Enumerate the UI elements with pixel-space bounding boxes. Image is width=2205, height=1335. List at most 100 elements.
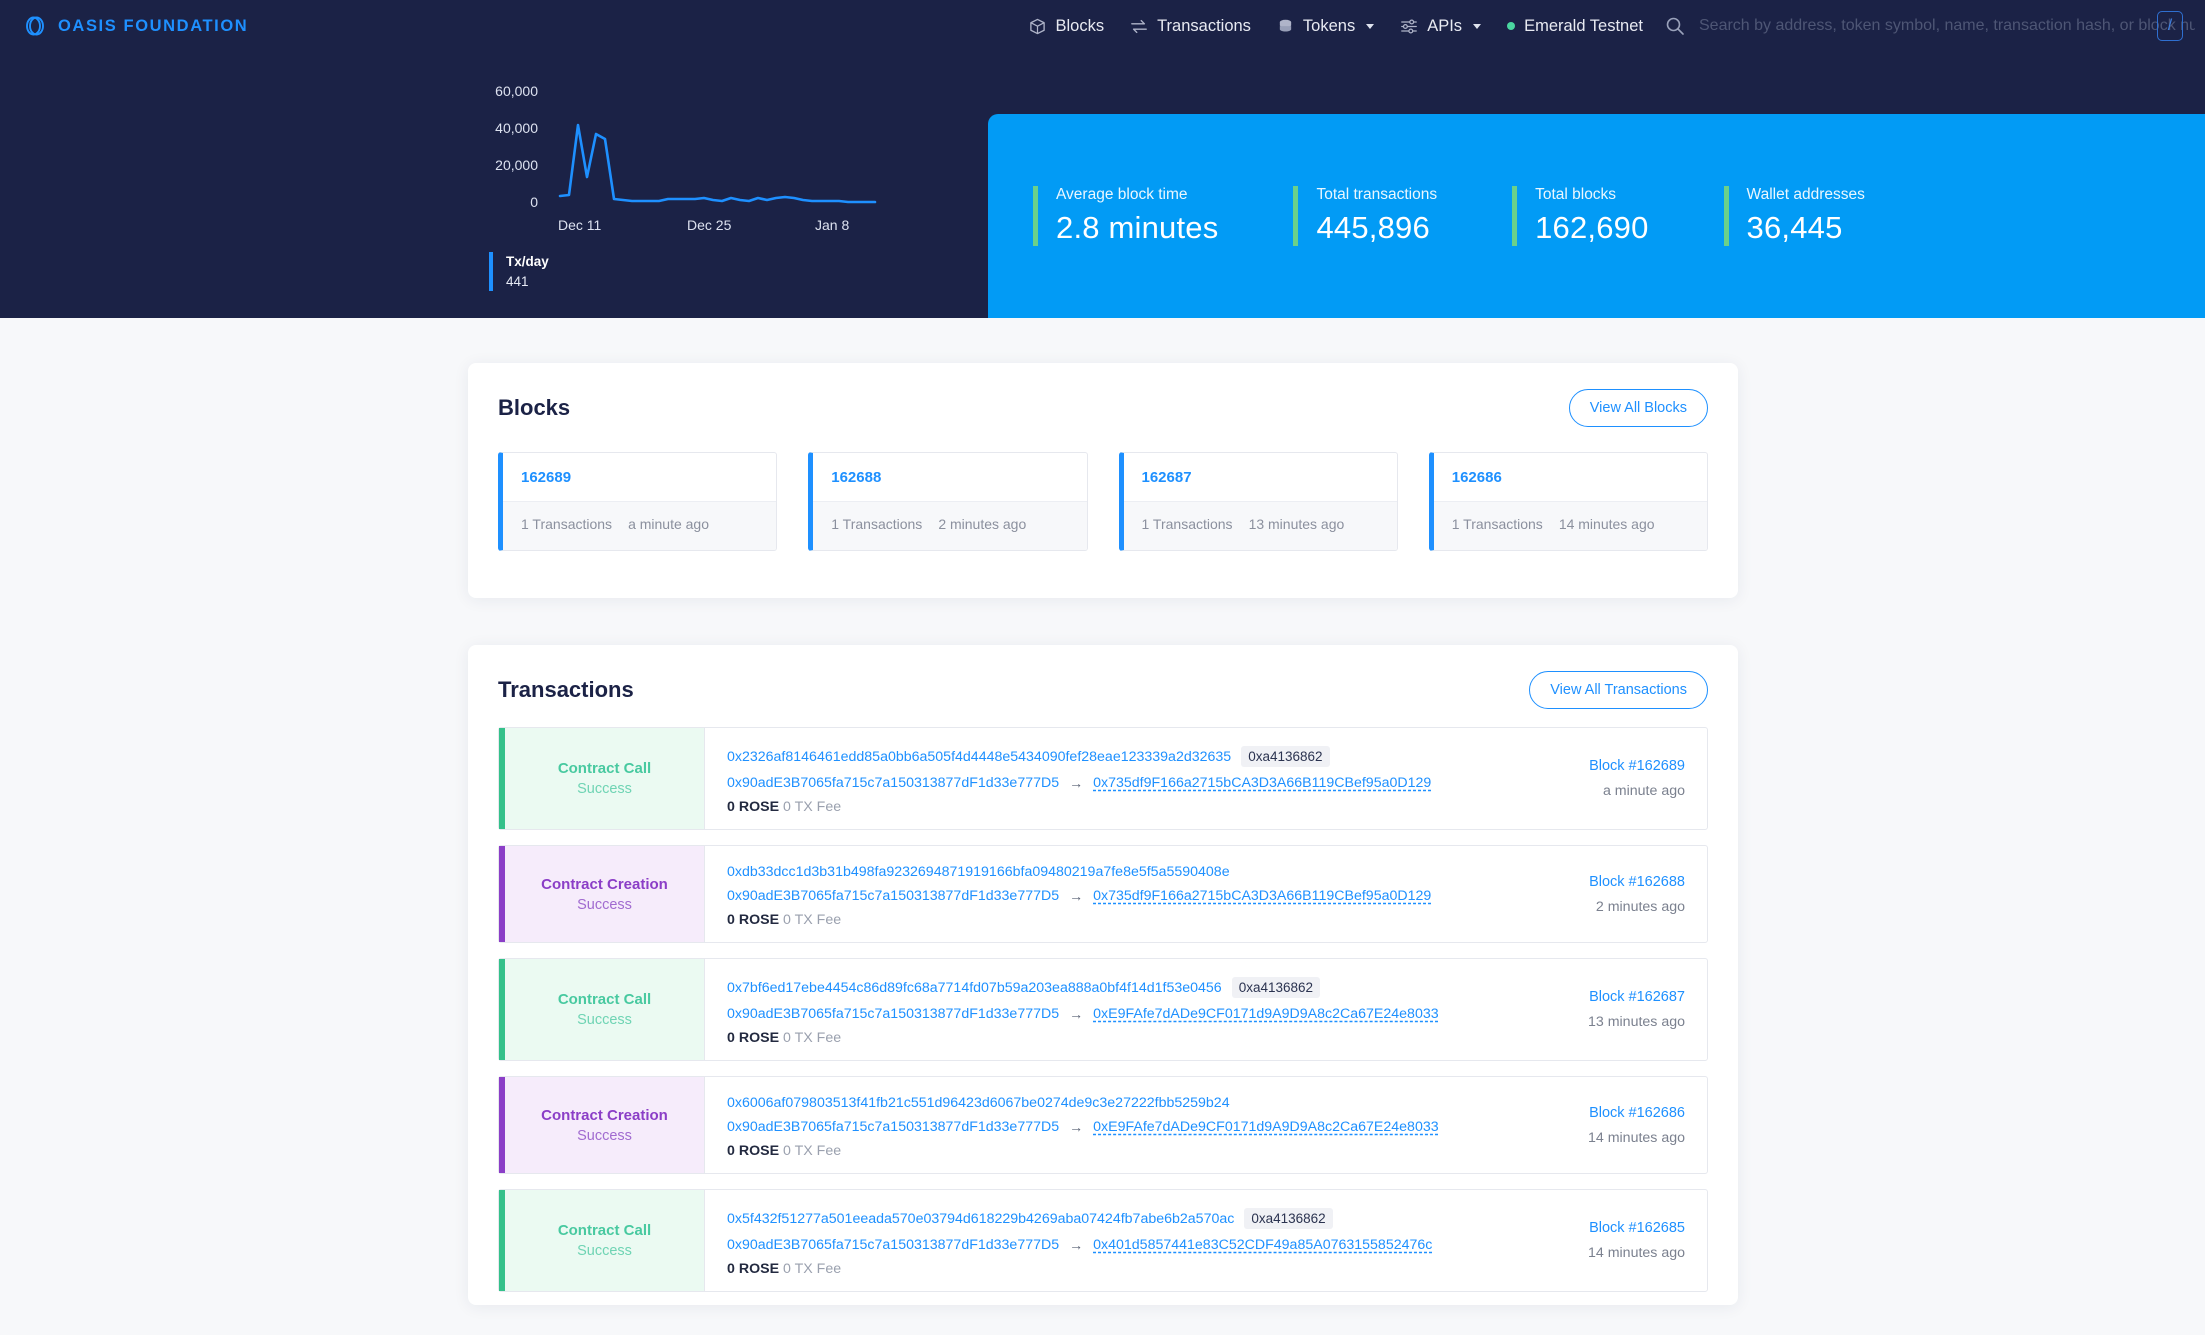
- stat-total-blocks: Total blocks 162,690: [1512, 186, 1648, 246]
- transaction-from-address[interactable]: 0x90adE3B7065fa715c7a150313877dF1d33e777…: [727, 1119, 1060, 1135]
- transaction-block-link[interactable]: Block #162687: [1589, 989, 1685, 1005]
- search-input[interactable]: [1699, 4, 2195, 48]
- transaction-method-chip: 0xa4136862: [1231, 977, 1321, 998]
- nav-item-apis[interactable]: APIs: [1400, 17, 1482, 36]
- stat-caption: Total blocks: [1535, 186, 1617, 203]
- transaction-details: 0x7bf6ed17ebe4454c86d89fc68a7714fd07b59a…: [705, 959, 1547, 1060]
- transaction-hash-link[interactable]: 0xdb33dcc1d3b31b498fa9232694871919166bfa…: [727, 864, 1230, 880]
- y-tick-40000: 40,000: [495, 120, 538, 136]
- arrow-right-icon: →: [1069, 1006, 1084, 1022]
- blocks-list: 162689 1 Transactions a minute ago 16268…: [468, 427, 1738, 551]
- transaction-from-address[interactable]: 0x90adE3B7065fa715c7a150313877dF1d33e777…: [727, 1237, 1060, 1253]
- transaction-amount: 0 ROSE: [727, 1030, 780, 1046]
- block-tx-count: 1 Transactions: [831, 516, 923, 532]
- transaction-age: 13 minutes ago: [1587, 1014, 1685, 1030]
- transaction-to-address[interactable]: 0x735df9F166a2715bCA3D3A66B119CBef95a0D1…: [1093, 888, 1432, 904]
- transaction-block-link[interactable]: Block #162688: [1589, 873, 1685, 890]
- transaction-type-label: Contract Creation: [541, 1106, 668, 1124]
- stat-value: 2.8 minutes: [1056, 210, 1219, 245]
- block-card-item[interactable]: 162688 1 Transactions 2 minutes ago: [808, 452, 1088, 551]
- block-card-item[interactable]: 162686 1 Transactions 14 minutes ago: [1428, 452, 1708, 551]
- transaction-to-address[interactable]: 0x735df9F166a2715bCA3D3A66B119CBef95a0D1…: [1093, 775, 1432, 791]
- x-tick-dec11: Dec 11: [558, 217, 602, 233]
- block-card-item[interactable]: 162687 1 Transactions 13 minutes ago: [1118, 452, 1398, 551]
- block-number-link[interactable]: 162689: [521, 469, 572, 486]
- network-label: Emerald Testnet: [1524, 16, 1643, 35]
- transaction-type-label: Contract Call: [557, 1222, 652, 1239]
- nav-item-transactions[interactable]: Transactions: [1130, 17, 1251, 36]
- transaction-type-label: Contract Call: [557, 760, 652, 777]
- x-tick-dec25: Dec 25: [687, 217, 732, 233]
- transaction-row[interactable]: Contract Creation Success 0xdb33dcc1d3b3…: [498, 845, 1708, 943]
- transaction-fee: 0 TX Fee: [783, 912, 842, 928]
- stat-caption: Total transactions: [1316, 186, 1438, 203]
- transaction-age: 14 minutes ago: [1587, 1245, 1685, 1261]
- tx-per-day-chart: 60,000 40,000 20,000 0 Dec 11 Dec 25 Jan…: [470, 72, 930, 292]
- network-status-dot: [1507, 22, 1516, 30]
- chart-legend-value: 441: [506, 273, 529, 289]
- transaction-block-link[interactable]: Block #162689: [1589, 758, 1685, 774]
- arrow-right-icon: →: [1069, 775, 1084, 791]
- search-shortcut-key: /: [2157, 11, 2183, 41]
- transaction-to-address[interactable]: 0xE9FAfe7dADe9CF0171d9A9D9A8c2Ca67E24e80…: [1093, 1006, 1439, 1022]
- transaction-from-address[interactable]: 0x90adE3B7065fa715c7a150313877dF1d33e777…: [727, 888, 1060, 904]
- transaction-row[interactable]: Contract Call Success 0x7bf6ed17ebe4454c…: [498, 958, 1708, 1061]
- transaction-age: 2 minutes ago: [1595, 898, 1685, 915]
- transaction-to-address[interactable]: 0xE9FAfe7dADe9CF0171d9A9D9A8c2Ca67E24e80…: [1093, 1119, 1439, 1135]
- block-card-item[interactable]: 162689 1 Transactions a minute ago: [498, 452, 778, 551]
- block-number-link[interactable]: 162687: [1141, 469, 1192, 486]
- transaction-address-line: 0x90adE3B7065fa715c7a150313877dF1d33e777…: [727, 1237, 1525, 1253]
- transactions-list: Contract Call Success 0x2326af8146461edd…: [468, 709, 1738, 1292]
- block-card-meta: 1 Transactions a minute ago: [503, 501, 777, 550]
- transaction-hash-link[interactable]: 0x6006af079803513f41fb21c551d96423d6067b…: [727, 1095, 1230, 1111]
- transaction-status-label: Success: [577, 1127, 632, 1144]
- chart-canvas: 60,000 40,000 20,000 0 Dec 11 Dec 25 Jan…: [495, 83, 877, 233]
- transaction-from-address[interactable]: 0x90adE3B7065fa715c7a150313877dF1d33e777…: [727, 775, 1060, 791]
- transaction-hash-line: 0xdb33dcc1d3b31b498fa9232694871919166bfa…: [727, 864, 1525, 880]
- nav-item-tokens[interactable]: Tokens: [1277, 17, 1375, 36]
- transaction-hash-link[interactable]: 0x7bf6ed17ebe4454c86d89fc68a7714fd07b59a…: [727, 979, 1222, 996]
- transaction-row[interactable]: Contract Creation Success 0x6006af079803…: [498, 1076, 1708, 1174]
- transaction-hash-line: 0x7bf6ed17ebe4454c86d89fc68a7714fd07b59a…: [727, 977, 1525, 998]
- transaction-hash-link[interactable]: 0x5f432f51277a501eeada570e03794d618229b4…: [727, 1210, 1235, 1227]
- cube-icon: [1030, 18, 1046, 34]
- transaction-hash-link[interactable]: 0x2326af8146461edd85a0bb6a505f4d4448e543…: [727, 748, 1232, 765]
- transaction-fee: 0 TX Fee: [783, 1030, 842, 1046]
- transaction-address-line: 0x90adE3B7065fa715c7a150313877dF1d33e777…: [727, 888, 1525, 904]
- view-all-transactions-button[interactable]: View All Transactions: [1529, 671, 1708, 709]
- transaction-block-info: Block #162687 13 minutes ago: [1547, 959, 1707, 1060]
- stat-caption: Wallet addresses: [1746, 186, 1865, 203]
- transaction-from-address[interactable]: 0x90adE3B7065fa715c7a150313877dF1d33e777…: [727, 1006, 1060, 1022]
- transactions-card-header: Transactions View All Transactions: [468, 645, 1738, 709]
- transaction-to-address[interactable]: 0x401d5857441e83C52CDF49a85A076315585247…: [1093, 1237, 1433, 1253]
- transaction-fee: 0 TX Fee: [783, 1261, 842, 1277]
- transaction-block-link[interactable]: Block #162685: [1589, 1220, 1685, 1236]
- transaction-type-badge: Contract Call Success: [499, 728, 705, 829]
- transaction-type-label: Contract Creation: [541, 875, 668, 893]
- view-all-blocks-button[interactable]: View All Blocks: [1568, 389, 1708, 427]
- stat-value: 445,896: [1316, 210, 1430, 245]
- chart-legend-label: Tx/day: [506, 254, 549, 269]
- blocks-title: Blocks: [498, 395, 571, 420]
- block-card-meta: 1 Transactions 2 minutes ago: [813, 501, 1087, 550]
- block-card-top: 162687: [1124, 453, 1397, 501]
- transaction-status-label: Success: [577, 896, 632, 913]
- transactions-title: Transactions: [498, 677, 634, 702]
- transaction-status-label: Success: [577, 1243, 632, 1259]
- search-bar[interactable]: /: [1665, 4, 2195, 48]
- transaction-row[interactable]: Contract Call Success 0x5f432f51277a501e…: [498, 1189, 1708, 1292]
- transaction-row[interactable]: Contract Call Success 0x2326af8146461edd…: [498, 727, 1708, 830]
- brand-logo[interactable]: OASIS FOUNDATION: [22, 13, 248, 39]
- y-tick-20000: 20,000: [495, 157, 538, 173]
- nav-item-blocks[interactable]: Blocks: [1029, 17, 1104, 36]
- transaction-value-line: 0 ROSE 0 TX Fee: [727, 912, 1525, 928]
- block-number-link[interactable]: 162688: [831, 469, 882, 486]
- block-number-link[interactable]: 162686: [1451, 469, 1502, 486]
- transaction-block-link[interactable]: Block #162686: [1589, 1104, 1685, 1121]
- sliders-icon: [1401, 18, 1418, 34]
- transaction-block-info: Block #162689 a minute ago: [1547, 728, 1707, 829]
- block-card-top: 162689: [503, 453, 776, 501]
- network-selector[interactable]: Emerald Testnet: [1507, 17, 1643, 36]
- transaction-address-line: 0x90adE3B7065fa715c7a150313877dF1d33e777…: [727, 1119, 1525, 1135]
- transaction-type-label: Contract Call: [557, 991, 652, 1008]
